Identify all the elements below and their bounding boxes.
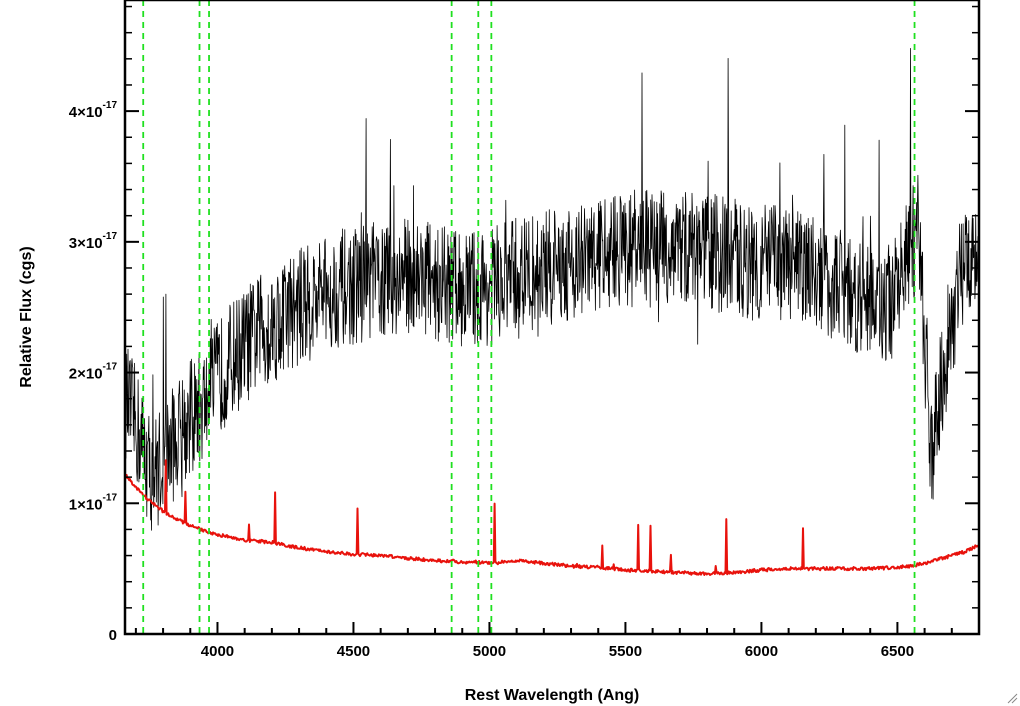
y-tick-label: 3×10-17 — [69, 231, 118, 252]
x-tick-label: 6500 — [881, 643, 914, 660]
plot-frame — [123, 0, 981, 636]
marker-layer — [142, 0, 916, 634]
x-tick-label: 5000 — [473, 643, 506, 660]
x-tick-label: 4000 — [201, 643, 234, 660]
x-tick-label: 6000 — [745, 643, 778, 660]
series-2-line — [125, 459, 979, 576]
series-layer — [125, 48, 979, 576]
x-tick-label: 5500 — [609, 643, 642, 660]
series-1-line — [125, 48, 979, 531]
resize-grip-icon[interactable] — [1006, 692, 1018, 704]
y-tick-label: 2×10-17 — [69, 362, 118, 383]
x-tick-label: 4500 — [337, 643, 370, 660]
y-tick-label: 0 — [109, 627, 117, 644]
y-tick-label: 4×10-17 — [69, 100, 118, 121]
x-axis-title: Rest Wavelength (Ang) — [465, 687, 640, 704]
y-axis-title: Relative Flux (cgs) — [18, 246, 35, 387]
axes-layer: 4000 4500 5000 5500 6000 6500 0 1×10-17 2×10-17 3… — [69, 0, 981, 660]
y-tick-label: 1×10-17 — [69, 492, 118, 513]
